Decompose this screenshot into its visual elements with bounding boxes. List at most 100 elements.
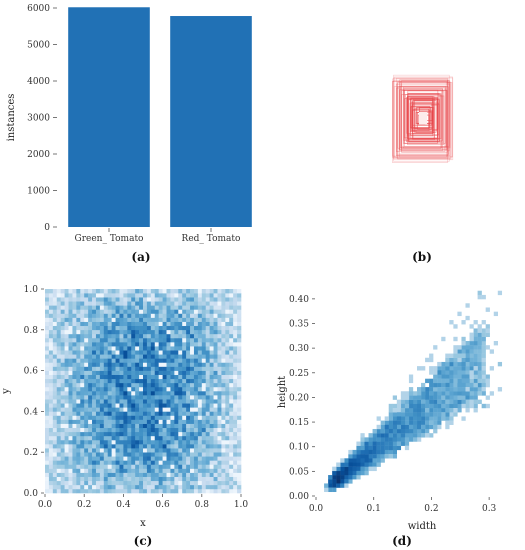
c-bin xyxy=(143,439,148,445)
c-bin xyxy=(92,301,97,306)
c-bin xyxy=(193,329,199,335)
c-bin xyxy=(131,468,136,473)
c-bin xyxy=(131,374,136,380)
c-bin xyxy=(170,325,175,331)
d-bin xyxy=(388,449,393,455)
c-bin xyxy=(197,342,203,347)
c-bin xyxy=(72,439,77,445)
c-bin xyxy=(80,427,85,433)
d-bin xyxy=(441,387,446,392)
c-bin xyxy=(68,431,73,437)
c-bin xyxy=(103,350,109,355)
c-bin xyxy=(111,325,116,331)
c-bin xyxy=(64,435,69,441)
c-bin xyxy=(64,395,69,400)
c-bin xyxy=(225,321,230,327)
c-bin xyxy=(92,468,97,473)
c-bin xyxy=(162,391,167,396)
c-bin xyxy=(72,431,77,437)
c-bin xyxy=(84,386,89,392)
c-bin xyxy=(123,472,128,477)
d-bin xyxy=(481,403,486,409)
c-bin xyxy=(48,325,54,331)
c-bin xyxy=(201,362,207,367)
c-bin xyxy=(88,480,93,486)
c-bin xyxy=(45,382,50,388)
c-bin xyxy=(60,374,65,380)
c-bin xyxy=(213,386,218,392)
c-bin xyxy=(115,354,120,359)
d-bin xyxy=(408,391,414,396)
c-bin xyxy=(72,444,77,449)
c-bin xyxy=(68,399,73,404)
c-bin xyxy=(170,439,175,445)
d-bin xyxy=(332,475,337,480)
c-bin xyxy=(119,333,124,339)
c-bin xyxy=(190,382,195,388)
d-bin xyxy=(396,403,402,409)
c-bin xyxy=(131,370,136,375)
c-bin xyxy=(197,329,203,335)
c-bin xyxy=(143,448,148,453)
c-bin xyxy=(139,464,144,469)
c-bin xyxy=(182,362,187,367)
c-bin xyxy=(60,358,65,363)
c-bin xyxy=(103,305,109,310)
c-bin xyxy=(111,488,116,494)
c-bin xyxy=(48,386,54,392)
d-bin xyxy=(441,412,446,417)
c-bin xyxy=(225,370,230,375)
c-bin xyxy=(131,403,136,408)
c-bin xyxy=(221,309,226,314)
c-bin xyxy=(217,325,222,331)
c-bin xyxy=(233,293,238,298)
c-bin xyxy=(95,289,101,294)
c-bin xyxy=(154,419,159,424)
panel-c-label: (c) xyxy=(134,534,153,548)
d-bin xyxy=(364,454,369,459)
c-bin xyxy=(99,476,105,482)
c-bin xyxy=(76,407,81,412)
c-bin xyxy=(139,415,144,420)
d-bin xyxy=(364,470,369,476)
c-bin xyxy=(209,301,214,306)
c-bin xyxy=(233,382,238,388)
c-bin xyxy=(221,370,226,375)
c-bin xyxy=(107,317,112,322)
c-bin xyxy=(233,370,238,375)
c-bin xyxy=(52,346,58,351)
d-bin xyxy=(437,366,442,371)
c-bin xyxy=(197,456,203,461)
c-bin xyxy=(166,460,171,465)
c-bin xyxy=(221,439,226,445)
c-bin xyxy=(48,452,54,457)
d-bin xyxy=(453,366,458,371)
c-bin xyxy=(123,407,128,412)
c-bin xyxy=(99,460,105,465)
c-bin xyxy=(225,476,230,482)
c-bin xyxy=(162,444,167,449)
c-bin xyxy=(139,427,144,433)
c-bin xyxy=(154,452,159,457)
d-bin xyxy=(453,382,458,388)
d-bin xyxy=(437,403,442,409)
c-bin xyxy=(217,476,222,482)
c-bin xyxy=(135,448,140,453)
c-bin xyxy=(76,386,81,392)
c-bin xyxy=(131,309,136,314)
d-bin xyxy=(348,475,353,480)
c-bin xyxy=(139,346,144,351)
c-bin xyxy=(225,293,230,298)
d-bin xyxy=(441,366,446,371)
c-bin xyxy=(123,399,128,404)
c-bin xyxy=(178,366,183,371)
c-bin xyxy=(123,297,128,302)
c-bin xyxy=(237,444,242,449)
d-bin xyxy=(372,458,377,463)
c-bin xyxy=(72,460,77,465)
c-bin xyxy=(84,321,89,327)
c-bin xyxy=(84,378,89,384)
c-bin xyxy=(135,293,140,298)
c-bin xyxy=(68,346,73,351)
d-bin xyxy=(421,408,426,413)
